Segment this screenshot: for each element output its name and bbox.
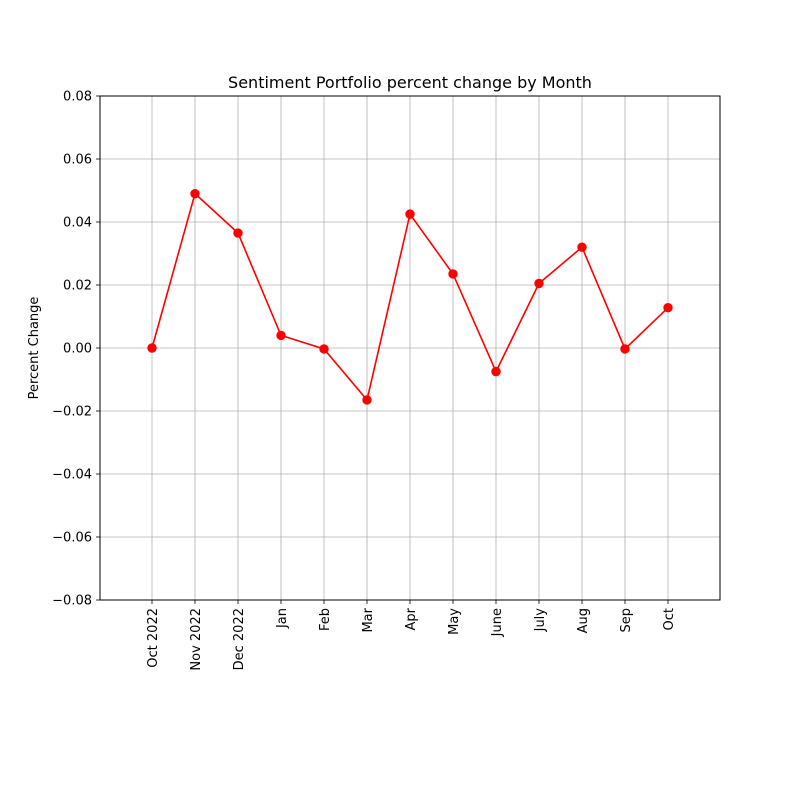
data-point — [663, 302, 673, 313]
y-tick-label: 0.06 — [63, 153, 92, 168]
y-tick-label: −0.04 — [52, 468, 92, 483]
data-point — [577, 242, 587, 252]
data-point — [491, 366, 501, 377]
x-tick-label: Sep — [619, 608, 634, 633]
data-point — [620, 344, 630, 354]
data-point — [190, 188, 200, 199]
y-tick-label: 0.08 — [63, 90, 92, 105]
x-tick-label: May — [447, 608, 462, 635]
x-tick-label: Mar — [361, 607, 376, 632]
x-tick-label: Oct 2022 — [146, 608, 161, 668]
y-tick-label: 0.00 — [63, 342, 92, 357]
y-tick-label: 0.04 — [63, 216, 92, 231]
data-point — [534, 278, 544, 289]
x-tick-label: Aug — [576, 608, 591, 633]
x-tick-label: Nov 2022 — [189, 608, 204, 671]
series-layer — [147, 188, 673, 405]
x-tick-label: Jan — [275, 608, 290, 629]
data-point — [405, 209, 415, 219]
data-point — [319, 344, 329, 354]
x-tick-label: July — [533, 608, 548, 633]
x-tick-label: Oct — [662, 608, 677, 630]
y-tick-label: 0.02 — [63, 279, 92, 294]
x-tick-label: Dec 2022 — [232, 608, 247, 670]
x-tick-label: Apr — [404, 607, 419, 630]
y-tick-label: −0.06 — [52, 531, 92, 546]
data-point — [448, 269, 458, 279]
data-point — [233, 228, 243, 238]
data-point — [276, 330, 286, 341]
y-tick-label: −0.02 — [52, 405, 92, 420]
axes: Oct 2022 Nov 2022 Dec 2022 Jan Feb Mar Apr May J… — [52, 90, 677, 671]
y-axis-label: Percent Change — [27, 297, 42, 400]
data-point — [362, 395, 372, 405]
x-tick-label: Feb — [318, 608, 333, 631]
chart-title: Sentiment Portfolio percent change by Mo… — [228, 73, 592, 92]
y-tick-label: −0.08 — [52, 594, 92, 609]
data-point — [147, 343, 157, 353]
x-tick-label: June — [490, 608, 505, 637]
